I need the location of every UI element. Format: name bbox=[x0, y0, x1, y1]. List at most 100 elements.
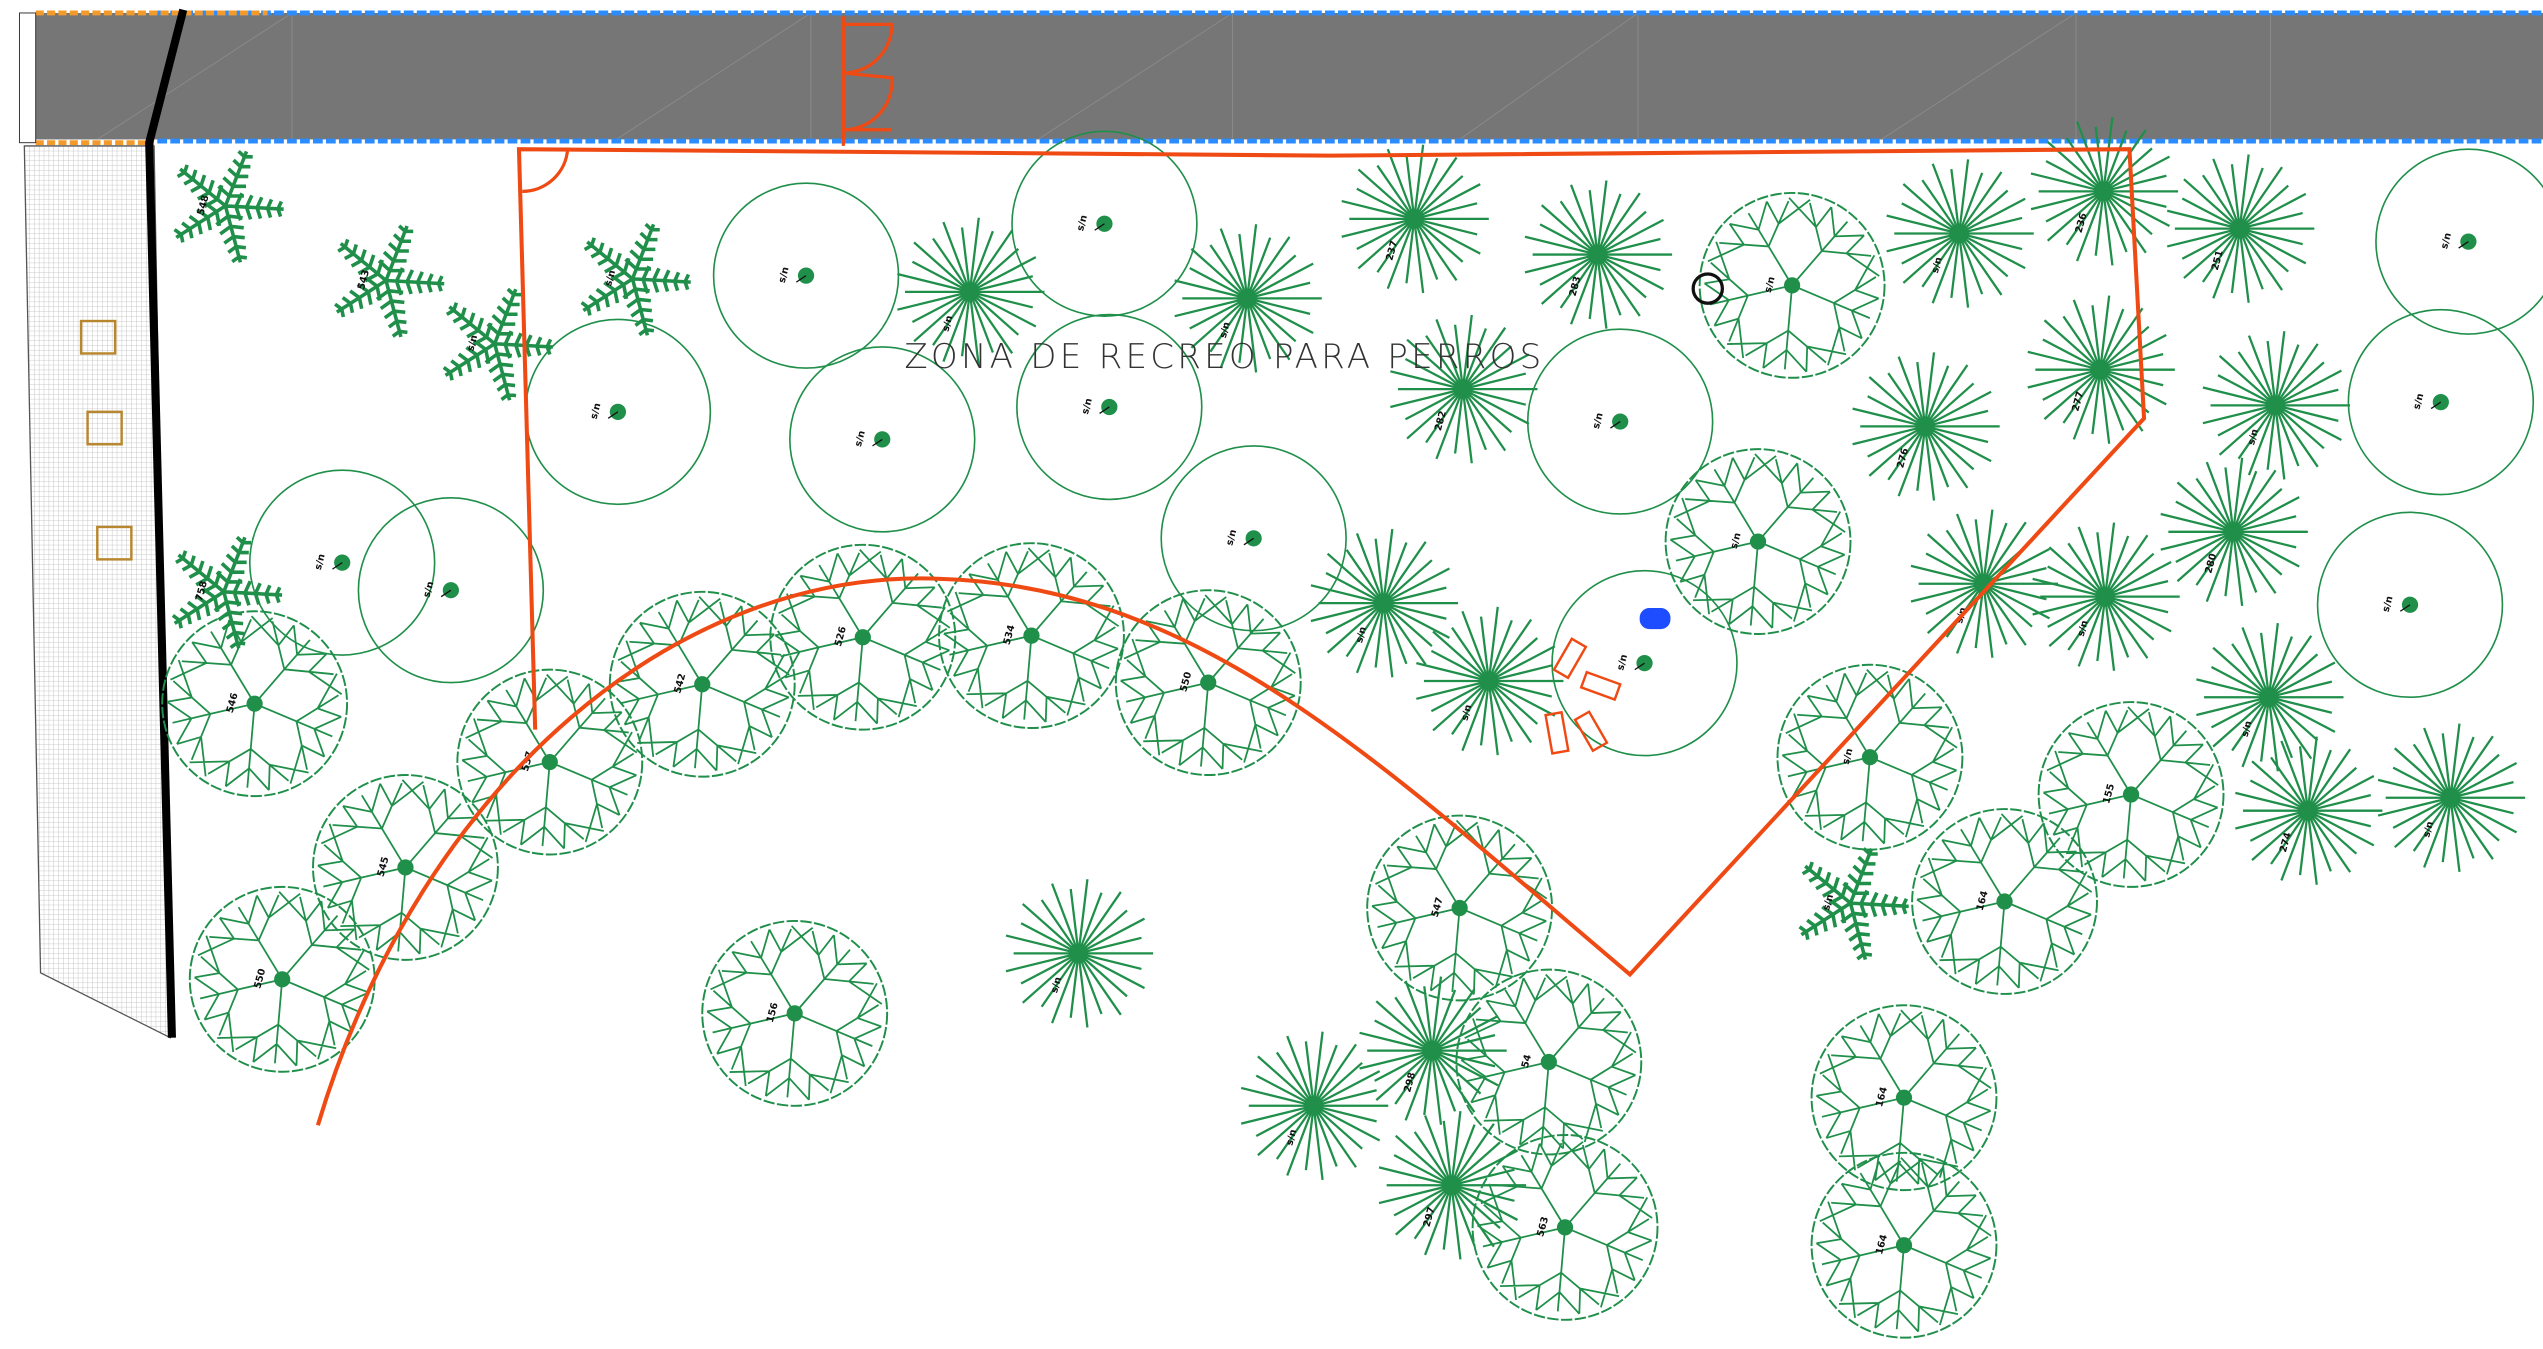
fronds bbox=[1359, 976, 1507, 1125]
canopy bbox=[248, 469, 436, 656]
branches bbox=[1371, 819, 1548, 996]
zone-title: ZONA DE RECREO PARA PERROS bbox=[904, 337, 1544, 377]
fronds bbox=[2027, 295, 2175, 444]
plant: 282 bbox=[1390, 314, 1538, 464]
trunk bbox=[1749, 533, 1767, 550]
plant-label: 550 bbox=[252, 967, 268, 990]
fronds bbox=[1310, 528, 1459, 678]
plant: s/n bbox=[1886, 159, 2034, 308]
plant: 276 bbox=[1852, 352, 2000, 501]
trunk bbox=[246, 695, 263, 712]
fronds bbox=[1390, 314, 1538, 464]
benches bbox=[1544, 637, 1622, 755]
canopy bbox=[1911, 808, 2098, 995]
fence bbox=[315, 147, 2147, 1126]
trunk bbox=[274, 971, 291, 988]
plant-label: 550 bbox=[1178, 671, 1194, 694]
leader bbox=[2399, 604, 2411, 612]
plant: s/n bbox=[2196, 622, 2344, 772]
fronds bbox=[2030, 117, 2179, 266]
plant-label: 563 bbox=[1535, 1216, 1551, 1238]
plant: 54 bbox=[1455, 968, 1643, 1156]
canopy bbox=[1016, 313, 1203, 501]
plant: s/n bbox=[580, 222, 691, 337]
plant: s/n bbox=[1416, 606, 1564, 756]
plant-label: 758 bbox=[194, 580, 210, 603]
plant: s/n bbox=[442, 287, 553, 401]
plant: s/n bbox=[524, 318, 712, 506]
branches bbox=[1815, 1157, 1992, 1333]
canopy bbox=[456, 668, 644, 856]
plant-label: 548 bbox=[196, 194, 212, 217]
branches bbox=[706, 925, 883, 1101]
leader bbox=[1610, 421, 1621, 429]
fronds bbox=[1524, 180, 1673, 329]
plant: 164 bbox=[1810, 1004, 1998, 1192]
plant-label: s/n bbox=[2240, 720, 2255, 739]
trunk bbox=[1783, 277, 1801, 294]
fronds bbox=[2202, 331, 2351, 480]
branches bbox=[774, 549, 951, 725]
canopy bbox=[357, 496, 545, 684]
plant-label: s/n bbox=[2246, 428, 2261, 447]
leader bbox=[872, 438, 883, 447]
plant: 550 bbox=[1114, 589, 1302, 776]
plant: s/n bbox=[1798, 847, 1909, 961]
plant: s/n bbox=[1551, 569, 1738, 757]
trunk bbox=[854, 629, 871, 646]
plant-label: s/n bbox=[1615, 653, 1630, 672]
canopy bbox=[1810, 1004, 1998, 1192]
plant-label: 54 bbox=[1520, 1053, 1534, 1069]
canopy bbox=[1011, 130, 1198, 317]
leader bbox=[795, 275, 807, 283]
fronds bbox=[1240, 1031, 1389, 1181]
leader bbox=[1099, 406, 1110, 414]
canopy bbox=[2375, 148, 2543, 335]
plant-label: s/n bbox=[2439, 232, 2454, 251]
canopy bbox=[1664, 448, 1852, 635]
plant-label: s/n bbox=[1080, 397, 1095, 416]
branches bbox=[1460, 973, 1637, 1150]
branches bbox=[1815, 1009, 1992, 1185]
plant: 155 bbox=[2037, 701, 2225, 888]
planter bbox=[79, 319, 117, 355]
plant-label: s/n bbox=[2421, 820, 2436, 839]
plant-label: s/n bbox=[1930, 256, 1945, 275]
road bbox=[35, 12, 2543, 140]
plant: 164 bbox=[1911, 808, 2098, 995]
plant-label: s/n bbox=[1460, 703, 1475, 722]
plant-label: s/n bbox=[1763, 275, 1778, 294]
plant: 236 bbox=[2030, 117, 2179, 266]
plant-label: 283 bbox=[1568, 275, 1584, 297]
trunk bbox=[1895, 1089, 1913, 1106]
canopy bbox=[1698, 191, 1886, 379]
plant-label: s/n bbox=[1218, 321, 1233, 340]
branches bbox=[1781, 669, 1958, 845]
plant: s/n bbox=[897, 217, 1045, 367]
plant: 545 bbox=[312, 774, 499, 961]
canopy bbox=[789, 346, 976, 533]
trunk bbox=[1861, 749, 1879, 766]
plant-label: s/n bbox=[1821, 893, 1836, 912]
plant: s/n bbox=[2202, 331, 2351, 480]
plant-label: s/n bbox=[2412, 392, 2427, 411]
canopy bbox=[712, 182, 900, 369]
canopy bbox=[1810, 1151, 1998, 1339]
plant: 277 bbox=[2027, 295, 2175, 444]
plant-label: s/n bbox=[1284, 1128, 1299, 1147]
palm-leaves bbox=[580, 222, 691, 337]
plant-label: 298 bbox=[1402, 1071, 1418, 1094]
plant: s/n bbox=[357, 496, 545, 684]
plant-label: 156 bbox=[765, 1001, 781, 1024]
trunk bbox=[397, 859, 414, 876]
plant-label: 546 bbox=[225, 692, 241, 715]
branches bbox=[194, 891, 370, 1067]
trunk bbox=[1895, 1237, 1913, 1254]
palm-leaves bbox=[334, 224, 445, 338]
palm-leaves bbox=[173, 149, 284, 264]
wall bbox=[145, 8, 188, 1038]
canopy bbox=[769, 543, 957, 731]
plant-label: 545 bbox=[376, 855, 392, 878]
fronds bbox=[897, 217, 1045, 367]
plant: s/n bbox=[1776, 663, 1964, 851]
